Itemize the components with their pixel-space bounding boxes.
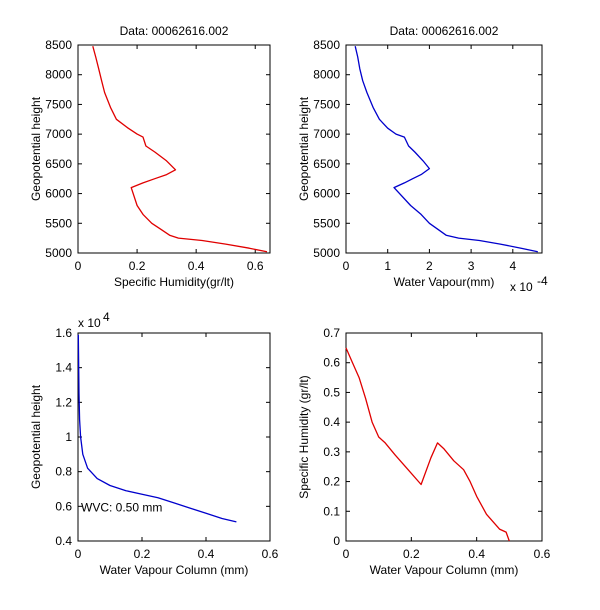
plot1-x-axis-label: Specific Humidity(gr/lt) [114,275,234,289]
plot1-x-tick-label: 0.6 [247,259,264,273]
plot3-y-tick-label: 1.4 [55,361,72,375]
plot4-axes-box [345,332,543,542]
plot1-y-tick-label: 6000 [45,187,72,201]
plot2-x-axis-label: Water Vapour(mm) [394,275,495,289]
plot3-axes-box [77,332,271,542]
plot4-y-tick-label: 0.3 [323,445,340,459]
plot1-x-tick-label: 0.2 [129,259,146,273]
plot1-y-axis-label: Geopotential height [29,96,43,201]
plot4-y-tick-label: 0.4 [323,415,340,429]
plot2-x-tick-label: 1 [384,259,391,273]
plot3-x-tick-label: 0.4 [198,547,215,561]
plot3-x-tick-label: 0.6 [262,547,279,561]
plot2-x-tick-label: 0 [343,259,350,273]
plot4-x-tick-label: 0.2 [403,547,420,561]
plot3-y-tick-label: 0.8 [55,465,72,479]
plot3-y-tick-label: 1 [65,430,72,444]
plot4-y-tick-label: 0.6 [323,356,340,370]
plot1-y-tick-label: 7500 [45,97,72,111]
plot4-x-tick-label: 0.6 [534,547,551,561]
plot2-y-axis-label: Geopotential height [297,96,311,201]
plot4-y-tick-label: 0 [333,534,340,548]
plot2-x-multiplier: x 10 [510,280,533,294]
plot3-series-line [77,334,237,523]
plot4-y-axis-label: Specific Humidity (gr/lt) [297,375,311,498]
plot3-x-tick-label: 0.2 [134,547,151,561]
plot2-y-tick-label: 6000 [313,187,340,201]
plot1-y-tick-label: 6500 [45,157,72,171]
plot3-y-multiplier-exp: 4 [103,310,110,324]
plot4-x-tick-label: 0.4 [468,547,485,561]
plot2-x-tick-label: 3 [468,259,475,273]
plot4-series-line [345,347,510,542]
plot3-y-tick-label: 1.2 [55,395,72,409]
plot1-y-tick-label: 5500 [45,216,72,230]
plot2-x-multiplier-exp: -4 [537,274,548,288]
plot3-x-tick-label: 0 [75,547,82,561]
plot3-y-axis-label: Geopotential height [29,384,43,489]
plot1-title: Data: 00062616.002 [120,24,229,38]
plot2-y-tick-label: 6500 [313,157,340,171]
plot1-x-tick-label: 0.4 [188,259,205,273]
plot2-y-tick-label: 7500 [313,97,340,111]
plot4-y-tick-label: 0.7 [323,326,340,340]
plot1-y-tick-label: 8000 [45,68,72,82]
plot3-x-axis-label: Water Vapour Column (mm) [100,563,249,577]
plot2-series-line [354,46,538,253]
plot2-y-tick-label: 8000 [313,68,340,82]
plot2-y-tick-label: 5500 [313,216,340,230]
plot2-axes-box [345,44,543,254]
plot1-y-tick-label: 7000 [45,127,72,141]
plot2-y-tick-label: 7000 [313,127,340,141]
plot3-annotation: WVC: 0.50 mm [81,500,162,514]
plot4-y-tick-label: 0.2 [323,475,340,489]
plot2-y-tick-label: 8500 [313,38,340,52]
plot2-x-tick-label: 4 [509,259,516,273]
plot2-y-tick-label: 5000 [313,246,340,260]
plot1-axes-box [77,44,271,254]
plot2-x-tick-label: 2 [426,259,433,273]
plot1-y-tick-label: 8500 [45,38,72,52]
plot4-x-axis-label: Water Vapour Column (mm) [370,563,519,577]
plot4-y-tick-label: 0.1 [323,504,340,518]
plot1-x-tick-label: 0 [75,259,82,273]
plot3-y-tick-label: 0.6 [55,499,72,513]
plot4-x-tick-label: 0 [343,547,350,561]
plot1-series-line [92,46,268,253]
plot3-y-tick-label: 1.6 [55,326,72,340]
plot3-y-tick-label: 0.4 [55,534,72,548]
plot3-y-multiplier: x 10 [78,316,101,330]
plot1-y-tick-label: 5000 [45,246,72,260]
plot4-y-tick-label: 0.5 [323,385,340,399]
plot2-title: Data: 00062616.002 [390,24,499,38]
